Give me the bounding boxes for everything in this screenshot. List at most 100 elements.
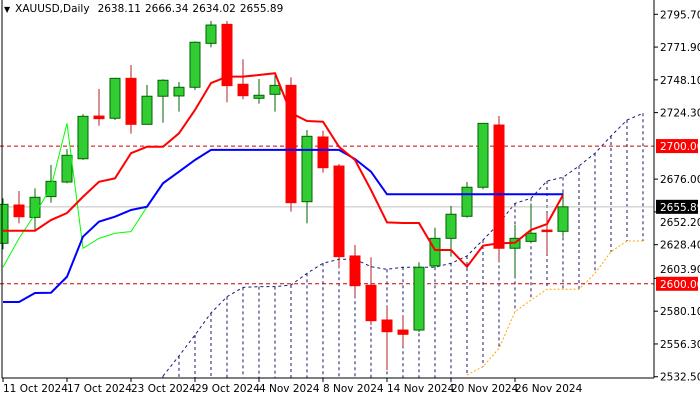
x-tick-label: 29 Oct 2024	[195, 383, 260, 395]
y-tick-label: 2580.10	[660, 306, 700, 318]
y-tick-label: 2724.30	[660, 108, 700, 120]
candle	[29, 188, 41, 231]
candle	[93, 88, 105, 126]
bearish-candle-body	[333, 165, 345, 258]
candle	[125, 64, 137, 134]
candle	[397, 315, 409, 347]
candle	[269, 75, 281, 112]
x-tick-label: 11 Oct 2024	[3, 383, 68, 395]
bearish-candle-body	[349, 255, 361, 287]
x-tick-label: 4 Nov 2024	[259, 383, 320, 395]
candle	[253, 79, 265, 104]
bullish-candle-body	[205, 24, 217, 44]
bullish-candle-body	[109, 77, 121, 119]
y-tick-label: 2652.20	[660, 217, 700, 229]
candle	[493, 116, 505, 262]
bearish-candle-body	[493, 124, 505, 249]
current-price-label: 2655.89	[660, 202, 700, 214]
ohlc-open: 2638.11	[97, 3, 141, 15]
tenkan-sen-line	[3, 72, 564, 269]
y-tick-label: 2676.00	[660, 174, 700, 186]
y-tick-label: 2771.90	[660, 42, 700, 54]
candle	[381, 306, 393, 370]
candle	[109, 77, 121, 121]
triangle-down-icon[interactable]: ▼	[4, 5, 11, 14]
level-price-label-bg	[656, 139, 698, 154]
bullish-candle-body	[189, 41, 201, 88]
candle	[77, 114, 89, 160]
candle	[285, 77, 297, 212]
bullish-candle-body	[525, 232, 537, 242]
candle	[365, 257, 377, 326]
kijun-sen-line	[3, 148, 563, 303]
candle	[61, 148, 73, 184]
level-price-label-bg	[656, 276, 698, 291]
chikou-span-line	[2, 123, 148, 268]
candle	[333, 163, 345, 269]
bullish-candle-body	[29, 196, 41, 218]
candle	[525, 203, 537, 243]
candle	[189, 41, 201, 91]
bearish-candle-body	[397, 329, 409, 335]
bullish-candle-body	[173, 86, 185, 97]
x-tick-label: 23 Oct 2024	[131, 383, 196, 395]
bullish-candle-body	[61, 154, 73, 183]
bearish-candle-body	[317, 136, 329, 169]
x-tick-label: 14 Nov 2024	[387, 383, 455, 395]
ohlc-high: 2666.34	[144, 3, 189, 15]
candle	[541, 212, 553, 255]
candle	[141, 84, 153, 125]
x-tick-label: 17 Oct 2024	[67, 383, 132, 395]
bullish-candle-body	[445, 213, 457, 239]
bearish-candle-body	[221, 23, 233, 87]
bullish-candle-body	[413, 266, 425, 331]
symbol-timeframe: XAUUSD,Daily	[15, 3, 90, 15]
candle	[221, 21, 233, 103]
senkou-span-b-line	[466, 240, 643, 376]
current-price-label-bg	[656, 199, 698, 214]
bullish-candle-body	[141, 95, 153, 125]
bearish-candle-body	[125, 77, 137, 125]
y-tick-label: 2556.30	[660, 339, 700, 351]
bullish-candle-body	[269, 84, 281, 95]
senkou-span-a-line	[162, 112, 644, 377]
bullish-candle-body	[477, 122, 489, 188]
bullish-candle-body	[253, 94, 265, 99]
candle	[301, 129, 313, 224]
bearish-candle-body	[237, 83, 249, 97]
x-tick-label: 26 Nov 2024	[515, 383, 583, 395]
bearish-candle-body	[93, 115, 105, 120]
candle	[557, 192, 569, 237]
bullish-candle-body	[45, 180, 57, 198]
ohlc-close: 2655.89	[239, 3, 284, 15]
bullish-candle-body	[429, 237, 441, 267]
x-tick-label: 8 Nov 2024	[323, 383, 384, 395]
bearish-candle-body	[365, 284, 377, 322]
bearish-candle-body	[541, 229, 553, 233]
level-price-label: 2600.00	[660, 279, 700, 291]
x-tick-label: 20 Nov 2024	[451, 383, 519, 395]
candle	[461, 182, 473, 218]
candle	[509, 224, 521, 277]
y-tick-label: 2795.70	[660, 9, 700, 21]
bullish-candle-body	[557, 206, 569, 232]
bullish-candle-body	[157, 79, 169, 97]
candle	[349, 244, 361, 298]
candle	[237, 59, 249, 100]
candle	[173, 82, 185, 112]
candle	[477, 122, 489, 190]
y-tick-label: 2603.90	[660, 264, 700, 276]
y-tick-label: 2748.10	[660, 75, 700, 87]
y-tick-label: 2628.40	[660, 240, 700, 252]
candle	[413, 262, 425, 332]
candle	[205, 21, 217, 48]
chart-header: ▼ XAUUSD,Daily 2638.11 2666.34 2634.02 2655.8…	[4, 3, 287, 15]
ohlc-low: 2634.02	[192, 3, 236, 15]
candle	[317, 130, 329, 173]
candle	[45, 164, 57, 203]
candle	[157, 79, 169, 123]
bearish-candle-body	[285, 84, 297, 204]
bullish-candle-body	[301, 135, 313, 203]
bullish-candle-body	[461, 186, 473, 217]
